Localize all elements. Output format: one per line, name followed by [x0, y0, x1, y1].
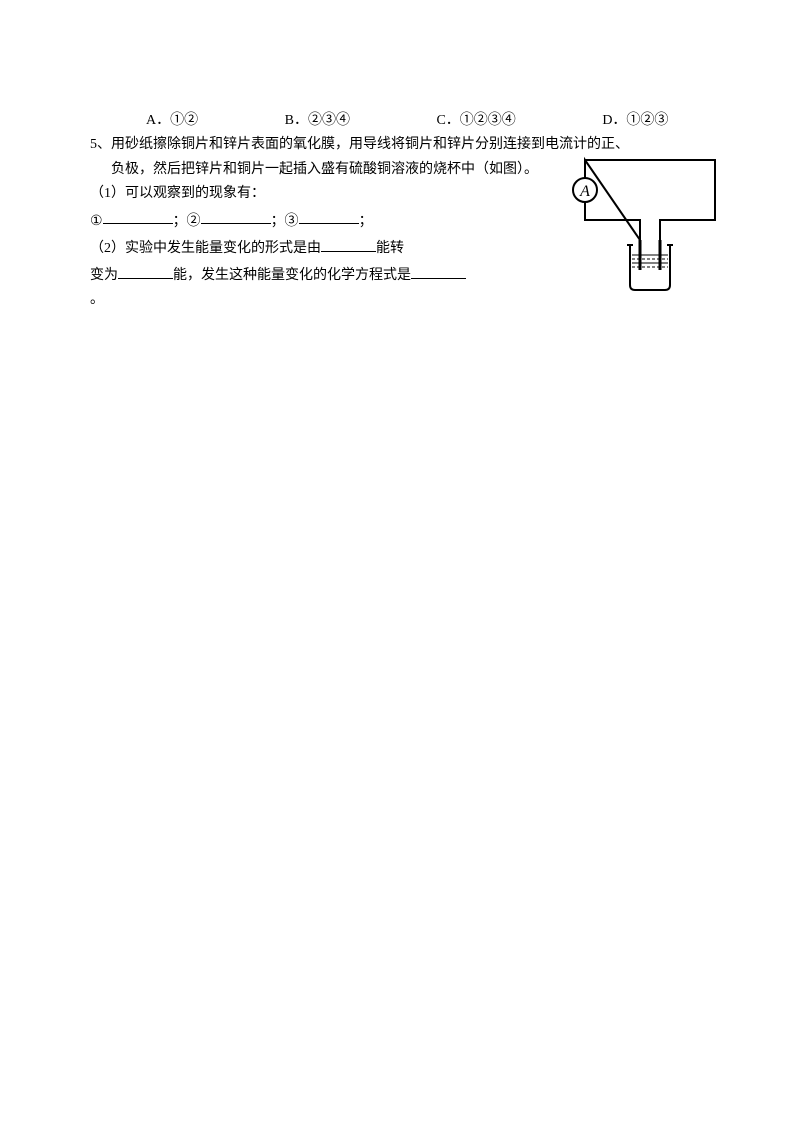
answer-options-row: A．①② B．②③④ C．①②③④ D．①②③: [90, 110, 710, 132]
blank-suffix: ；: [359, 213, 373, 228]
option-d: D．①②③: [574, 110, 668, 132]
part2-mid1: 能转: [376, 241, 404, 256]
part2-mid2: 能，发生这种能量变化的化学方程式是: [173, 268, 411, 283]
fill-blank-2[interactable]: [201, 208, 271, 225]
blank-sep-1: ；②: [173, 213, 201, 228]
sentence-period: 。: [90, 289, 530, 311]
fill-blank-1[interactable]: [103, 208, 173, 225]
option-a: A．①②: [118, 110, 198, 132]
circuit-svg: A: [565, 150, 725, 300]
fill-blank-5[interactable]: [118, 262, 173, 279]
circuit-diagram: A: [565, 150, 725, 300]
question-5-body: （1）可以观察到的现象有： ① ；② ；③ ； （2）实验中发生能量变化的形式是由 能转…: [90, 183, 530, 311]
question-5-part-2-line-1: （2）实验中发生能量变化的形式是由 能转: [90, 235, 530, 260]
part2-prefix: （2）实验中发生能量变化的形式是由: [90, 241, 321, 256]
fill-blank-6[interactable]: [411, 262, 466, 279]
fill-blank-3[interactable]: [299, 208, 359, 225]
question-5-part-2-line-2: 变为 能，发生这种能量变化的化学方程式是: [90, 262, 530, 287]
option-b: B．②③④: [257, 110, 350, 132]
ammeter-label: A: [579, 183, 590, 200]
question-5-part-1-blanks: ① ；② ；③ ；: [90, 208, 530, 233]
circuit-wire: [585, 160, 715, 240]
part2-line2-prefix: 变为: [90, 268, 118, 283]
blank-label-1: ①: [90, 213, 103, 228]
document-content: A．①② B．②③④ C．①②③④ D．①②③ 5、用砂纸擦除铜片和锌片表面的氧…: [90, 110, 710, 312]
fill-blank-4[interactable]: [321, 235, 376, 252]
option-c: C．①②③④: [408, 110, 515, 132]
question-5-part-1-intro: （1）可以观察到的现象有：: [90, 183, 530, 205]
blank-sep-2: ；③: [271, 213, 299, 228]
